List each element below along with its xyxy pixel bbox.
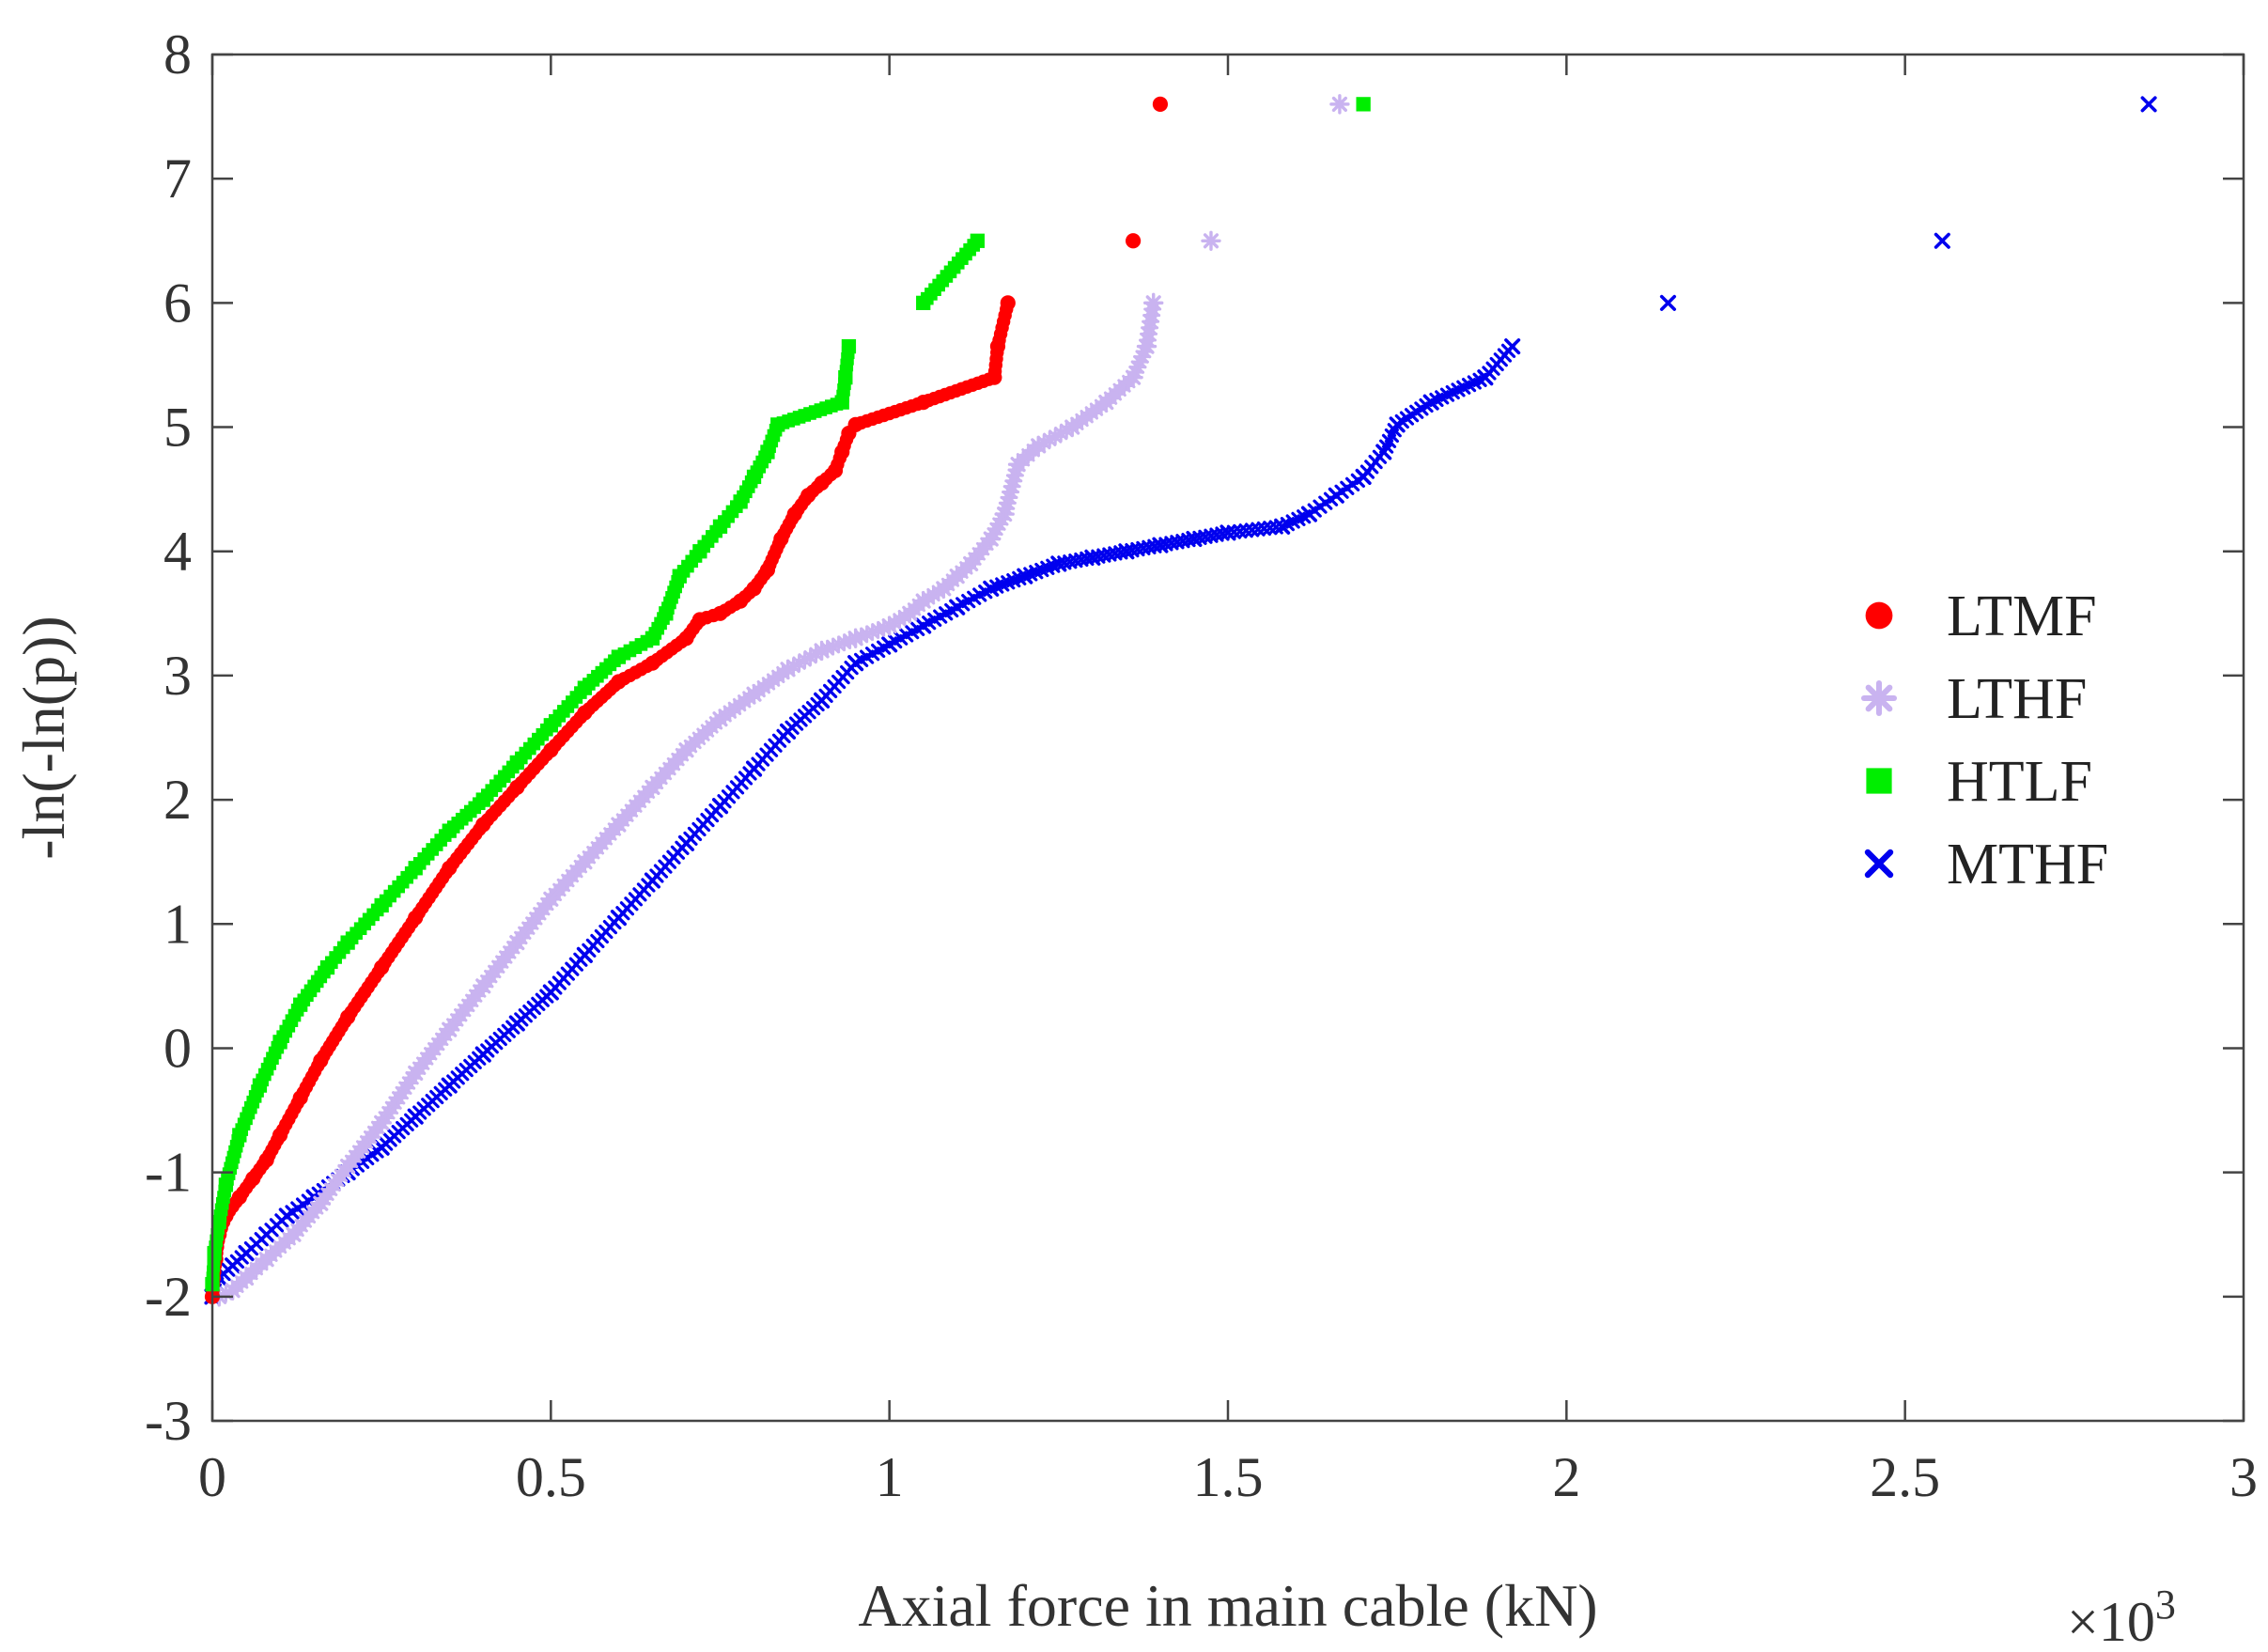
- x-tick-label: 2.5: [1870, 1446, 1940, 1508]
- y-tick-label: 4: [163, 521, 192, 583]
- data-point: [1143, 292, 1164, 314]
- series-mthf: [204, 96, 2157, 1305]
- legend-marker-lthf: [1860, 679, 1898, 717]
- x-axis-label: Axial force in main cable (kN): [858, 1572, 1597, 1639]
- y-tick-label: -2: [145, 1266, 192, 1328]
- legend-label-mthf: MTHF: [1947, 833, 2108, 896]
- y-axis-label: -ln(-ln(p)): [10, 616, 77, 859]
- data-point: [1329, 94, 1350, 115]
- y-tick-label: -1: [145, 1142, 192, 1204]
- legend-label-lthf: LTHF: [1947, 667, 2087, 731]
- data-marks: [204, 94, 2157, 1307]
- y-tick-label: 7: [163, 148, 192, 210]
- data-point: [1659, 294, 1676, 311]
- data-point: [1126, 233, 1142, 249]
- data-point: [1000, 295, 1016, 311]
- x-tick-label: 1.5: [1193, 1446, 1264, 1508]
- y-tick-label: 5: [163, 397, 192, 459]
- x-tick-label: 2: [1552, 1446, 1580, 1508]
- y-tick-label: 0: [163, 1017, 192, 1079]
- legend-label-ltmf: LTMF: [1947, 584, 2097, 648]
- axis-tick-labels: 0 0.5 1 1.5 2 2.5 3 -3 -2 -1 0 1 2 3 4 5 6 7 8: [145, 23, 2258, 1508]
- data-point: [1152, 96, 1169, 112]
- x-tick-label: 1: [876, 1446, 904, 1508]
- x-axis-multiplier-base: ×10: [2067, 1591, 2155, 1652]
- data-point: [1356, 97, 1371, 112]
- y-tick-label: 8: [163, 23, 192, 86]
- y-tick-label: 6: [163, 272, 192, 334]
- y-tick-label: -3: [145, 1390, 192, 1452]
- data-point: [841, 338, 857, 354]
- data-point: [2140, 96, 2157, 113]
- x-tick-label: 3: [2229, 1446, 2258, 1508]
- data-point: [1504, 338, 1521, 355]
- legend-marker-mthf: [1864, 849, 1894, 879]
- y-tick-label: 1: [163, 893, 192, 955]
- legend-marker-htlf: [1866, 768, 1892, 794]
- legend: LTMF LTHF HTLF MTHF: [1860, 584, 2108, 896]
- series-lthf: [209, 94, 1350, 1307]
- y-tick-label: 3: [163, 645, 192, 707]
- x-axis-multiplier: ×103: [2067, 1582, 2176, 1652]
- data-point: [1934, 232, 1950, 249]
- series-htlf: [205, 97, 1371, 1292]
- x-axis-multiplier-exponent: 3: [2155, 1582, 2176, 1628]
- legend-marker-ltmf: [1865, 601, 1893, 630]
- data-point: [1201, 230, 1221, 251]
- x-tick-label: 0.5: [516, 1446, 586, 1508]
- legend-label-htlf: HTLF: [1947, 750, 2092, 814]
- data-point: [970, 233, 986, 248]
- y-tick-label: 2: [163, 769, 192, 831]
- axis-ticks: [210, 53, 2245, 1423]
- data-point: [796, 650, 815, 669]
- x-tick-label: 0: [198, 1446, 226, 1508]
